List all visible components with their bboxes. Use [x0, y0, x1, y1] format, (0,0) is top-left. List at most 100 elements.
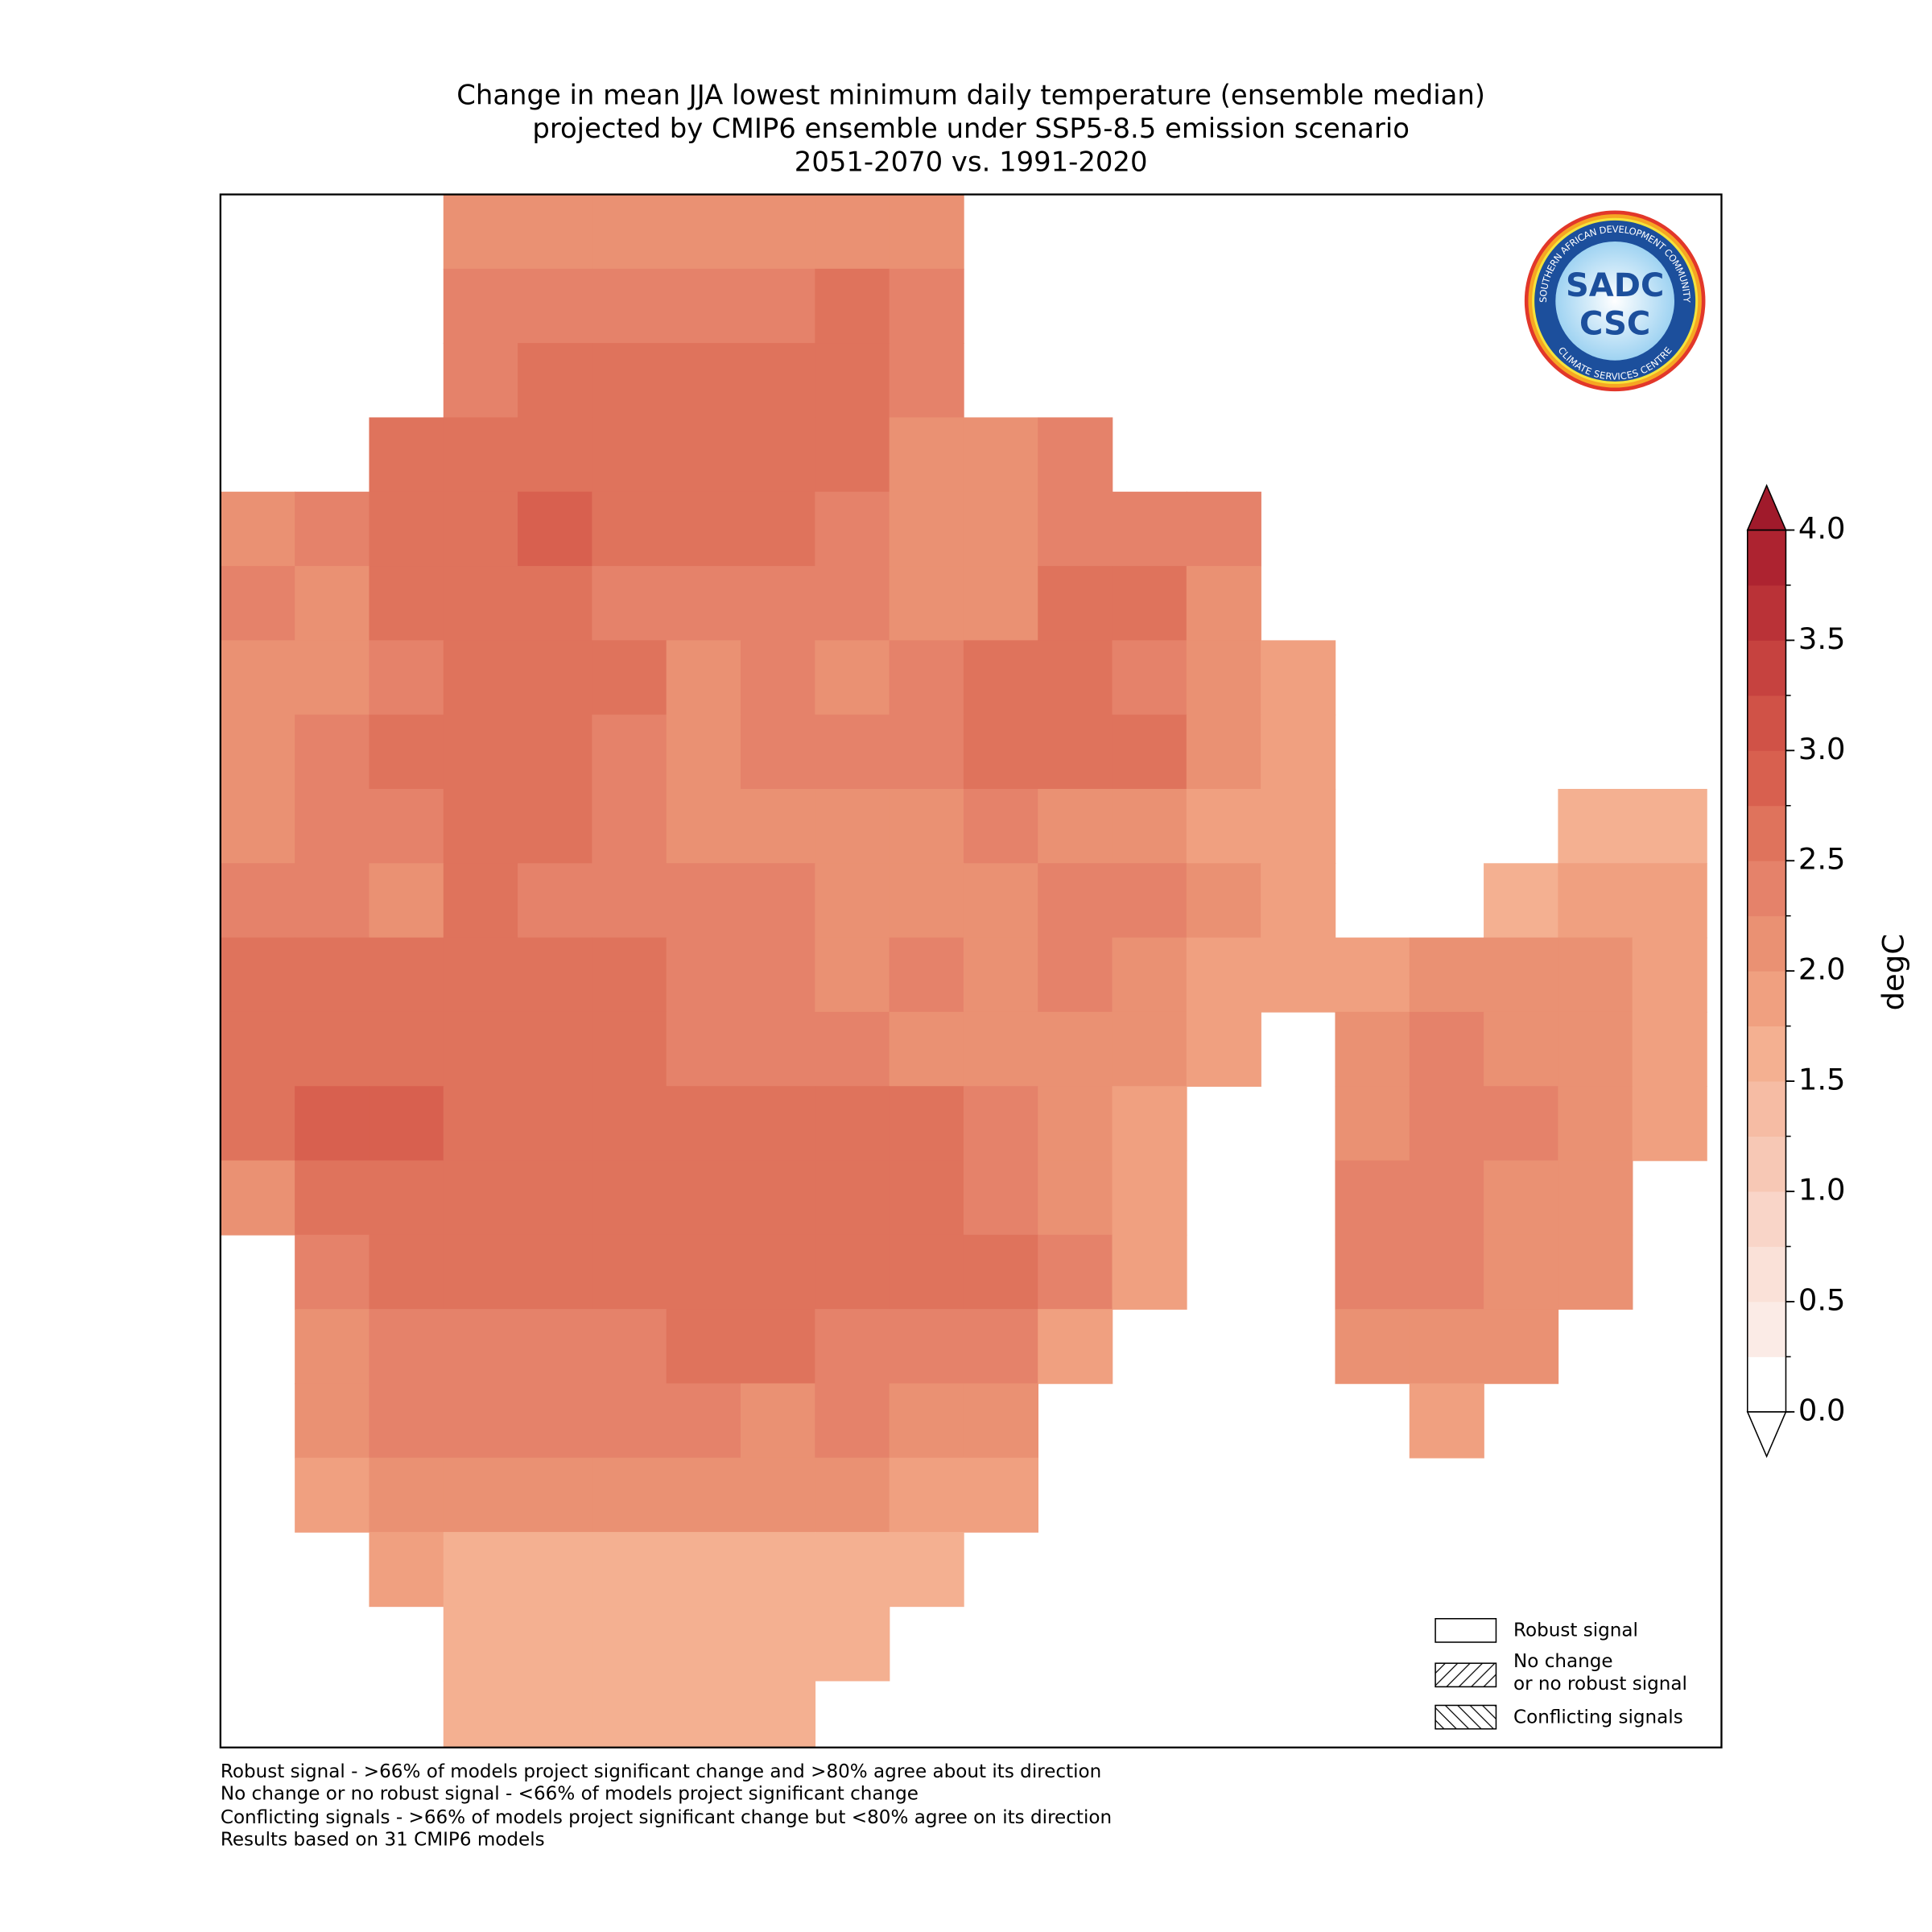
map-cell — [889, 863, 964, 939]
map-cell — [443, 1457, 518, 1533]
map-cell — [963, 937, 1038, 1013]
map-cell — [815, 1383, 890, 1459]
map-cell — [666, 1086, 741, 1162]
map-frame — [219, 193, 1723, 1748]
map-cell — [815, 194, 890, 270]
map-cell — [443, 194, 518, 270]
map-cell — [741, 1160, 816, 1236]
map-cell — [518, 1606, 593, 1682]
map-cell — [1038, 863, 1113, 939]
map-cell — [1484, 1234, 1559, 1310]
map-cell — [1038, 714, 1113, 790]
map-cell — [741, 268, 816, 344]
title: Change in mean JJA lowest minimum daily … — [456, 79, 1485, 177]
map-cell — [220, 789, 295, 865]
map-cell — [518, 1680, 593, 1748]
map-cell — [1558, 863, 1633, 939]
map-cell — [741, 1234, 816, 1310]
map-cell — [518, 1383, 593, 1459]
map-cell — [369, 1011, 444, 1087]
map-cell — [815, 863, 890, 939]
map-cell — [443, 566, 518, 642]
map-cell — [369, 491, 444, 567]
map-cell — [963, 1011, 1038, 1087]
map-cell — [1186, 789, 1261, 865]
map-cell — [741, 863, 816, 939]
map-cell — [295, 1160, 370, 1236]
map-cell — [963, 1234, 1038, 1310]
map-cell — [1038, 1234, 1113, 1310]
map-cell — [1112, 491, 1187, 567]
map-cell — [815, 343, 890, 419]
colorbar-bin — [1747, 695, 1786, 751]
map-cell — [1558, 789, 1633, 865]
footnote: No change or no robust signal - <66% of … — [221, 1784, 919, 1805]
map-cell — [963, 1457, 1038, 1533]
map-cell — [666, 1383, 741, 1459]
colorbar-bin — [1747, 1356, 1786, 1413]
map-cell — [666, 640, 741, 716]
map-cell — [1112, 863, 1187, 939]
map-cell — [815, 1457, 890, 1533]
logo: SOUTHERN AFRICAN DEVELOPMENT COMMUNITY C… — [1524, 210, 1706, 392]
map-cell — [443, 789, 518, 865]
map-cell — [295, 1457, 370, 1533]
colorbar-tick-label: 4.0 — [1798, 511, 1846, 546]
map-cell — [741, 789, 816, 865]
map-cell — [443, 1606, 518, 1682]
map-cell — [518, 417, 593, 493]
map-cell — [666, 714, 741, 790]
map-cell — [592, 1011, 667, 1087]
map-cell — [1038, 1086, 1113, 1162]
map-cell — [1261, 640, 1336, 716]
map-cell — [1186, 491, 1261, 567]
map-cell — [443, 1383, 518, 1459]
colorbar-tick-label: 1.5 — [1798, 1063, 1846, 1097]
map-cell — [1038, 417, 1113, 493]
legend-label: or no robust signal — [1513, 1674, 1687, 1695]
map-cell — [1186, 863, 1261, 939]
footnote: Results based on 31 CMIP6 models — [221, 1830, 545, 1851]
colorbar-bin — [1747, 1136, 1786, 1192]
map-cell — [815, 714, 890, 790]
map-cell — [1112, 566, 1187, 642]
map-cell — [815, 566, 890, 642]
map-cell — [518, 937, 593, 1013]
map-cell — [889, 714, 964, 790]
colorbar-extend-min — [1746, 1411, 1787, 1459]
map-cell — [1038, 789, 1113, 865]
map-cell — [1112, 789, 1187, 865]
map-cell — [815, 1532, 890, 1608]
map-cell — [1261, 937, 1336, 1013]
map-cell — [1335, 1309, 1410, 1385]
map-cell — [741, 1309, 816, 1385]
map-cell — [741, 1606, 816, 1682]
map-cell — [666, 268, 741, 344]
map-cell — [889, 640, 964, 716]
map-cell — [1112, 640, 1187, 716]
map-cell — [889, 1383, 964, 1459]
map-cell — [1335, 1086, 1410, 1162]
colorbar-bin — [1747, 584, 1786, 641]
map-cell — [666, 417, 741, 493]
map-cell — [1335, 1234, 1410, 1310]
map-cell — [443, 640, 518, 716]
map-cell — [815, 1234, 890, 1310]
map-cell — [741, 1086, 816, 1162]
map-cell — [666, 491, 741, 567]
legend-swatch — [1435, 1618, 1497, 1643]
map-cell — [592, 1086, 667, 1162]
map-cell — [1112, 1086, 1187, 1162]
map-cell — [1632, 1011, 1707, 1087]
map-cell — [369, 714, 444, 790]
map-cells — [220, 194, 1707, 1748]
logo-bottom: CSC — [1579, 306, 1650, 343]
map-cell — [220, 640, 295, 716]
map-cell — [518, 714, 593, 790]
map-cell — [1335, 937, 1410, 1013]
map-cell — [295, 1383, 370, 1459]
map-cell — [815, 1309, 890, 1385]
map-cell — [1261, 789, 1336, 865]
colorbar-tick-label: 2.5 — [1798, 842, 1846, 877]
